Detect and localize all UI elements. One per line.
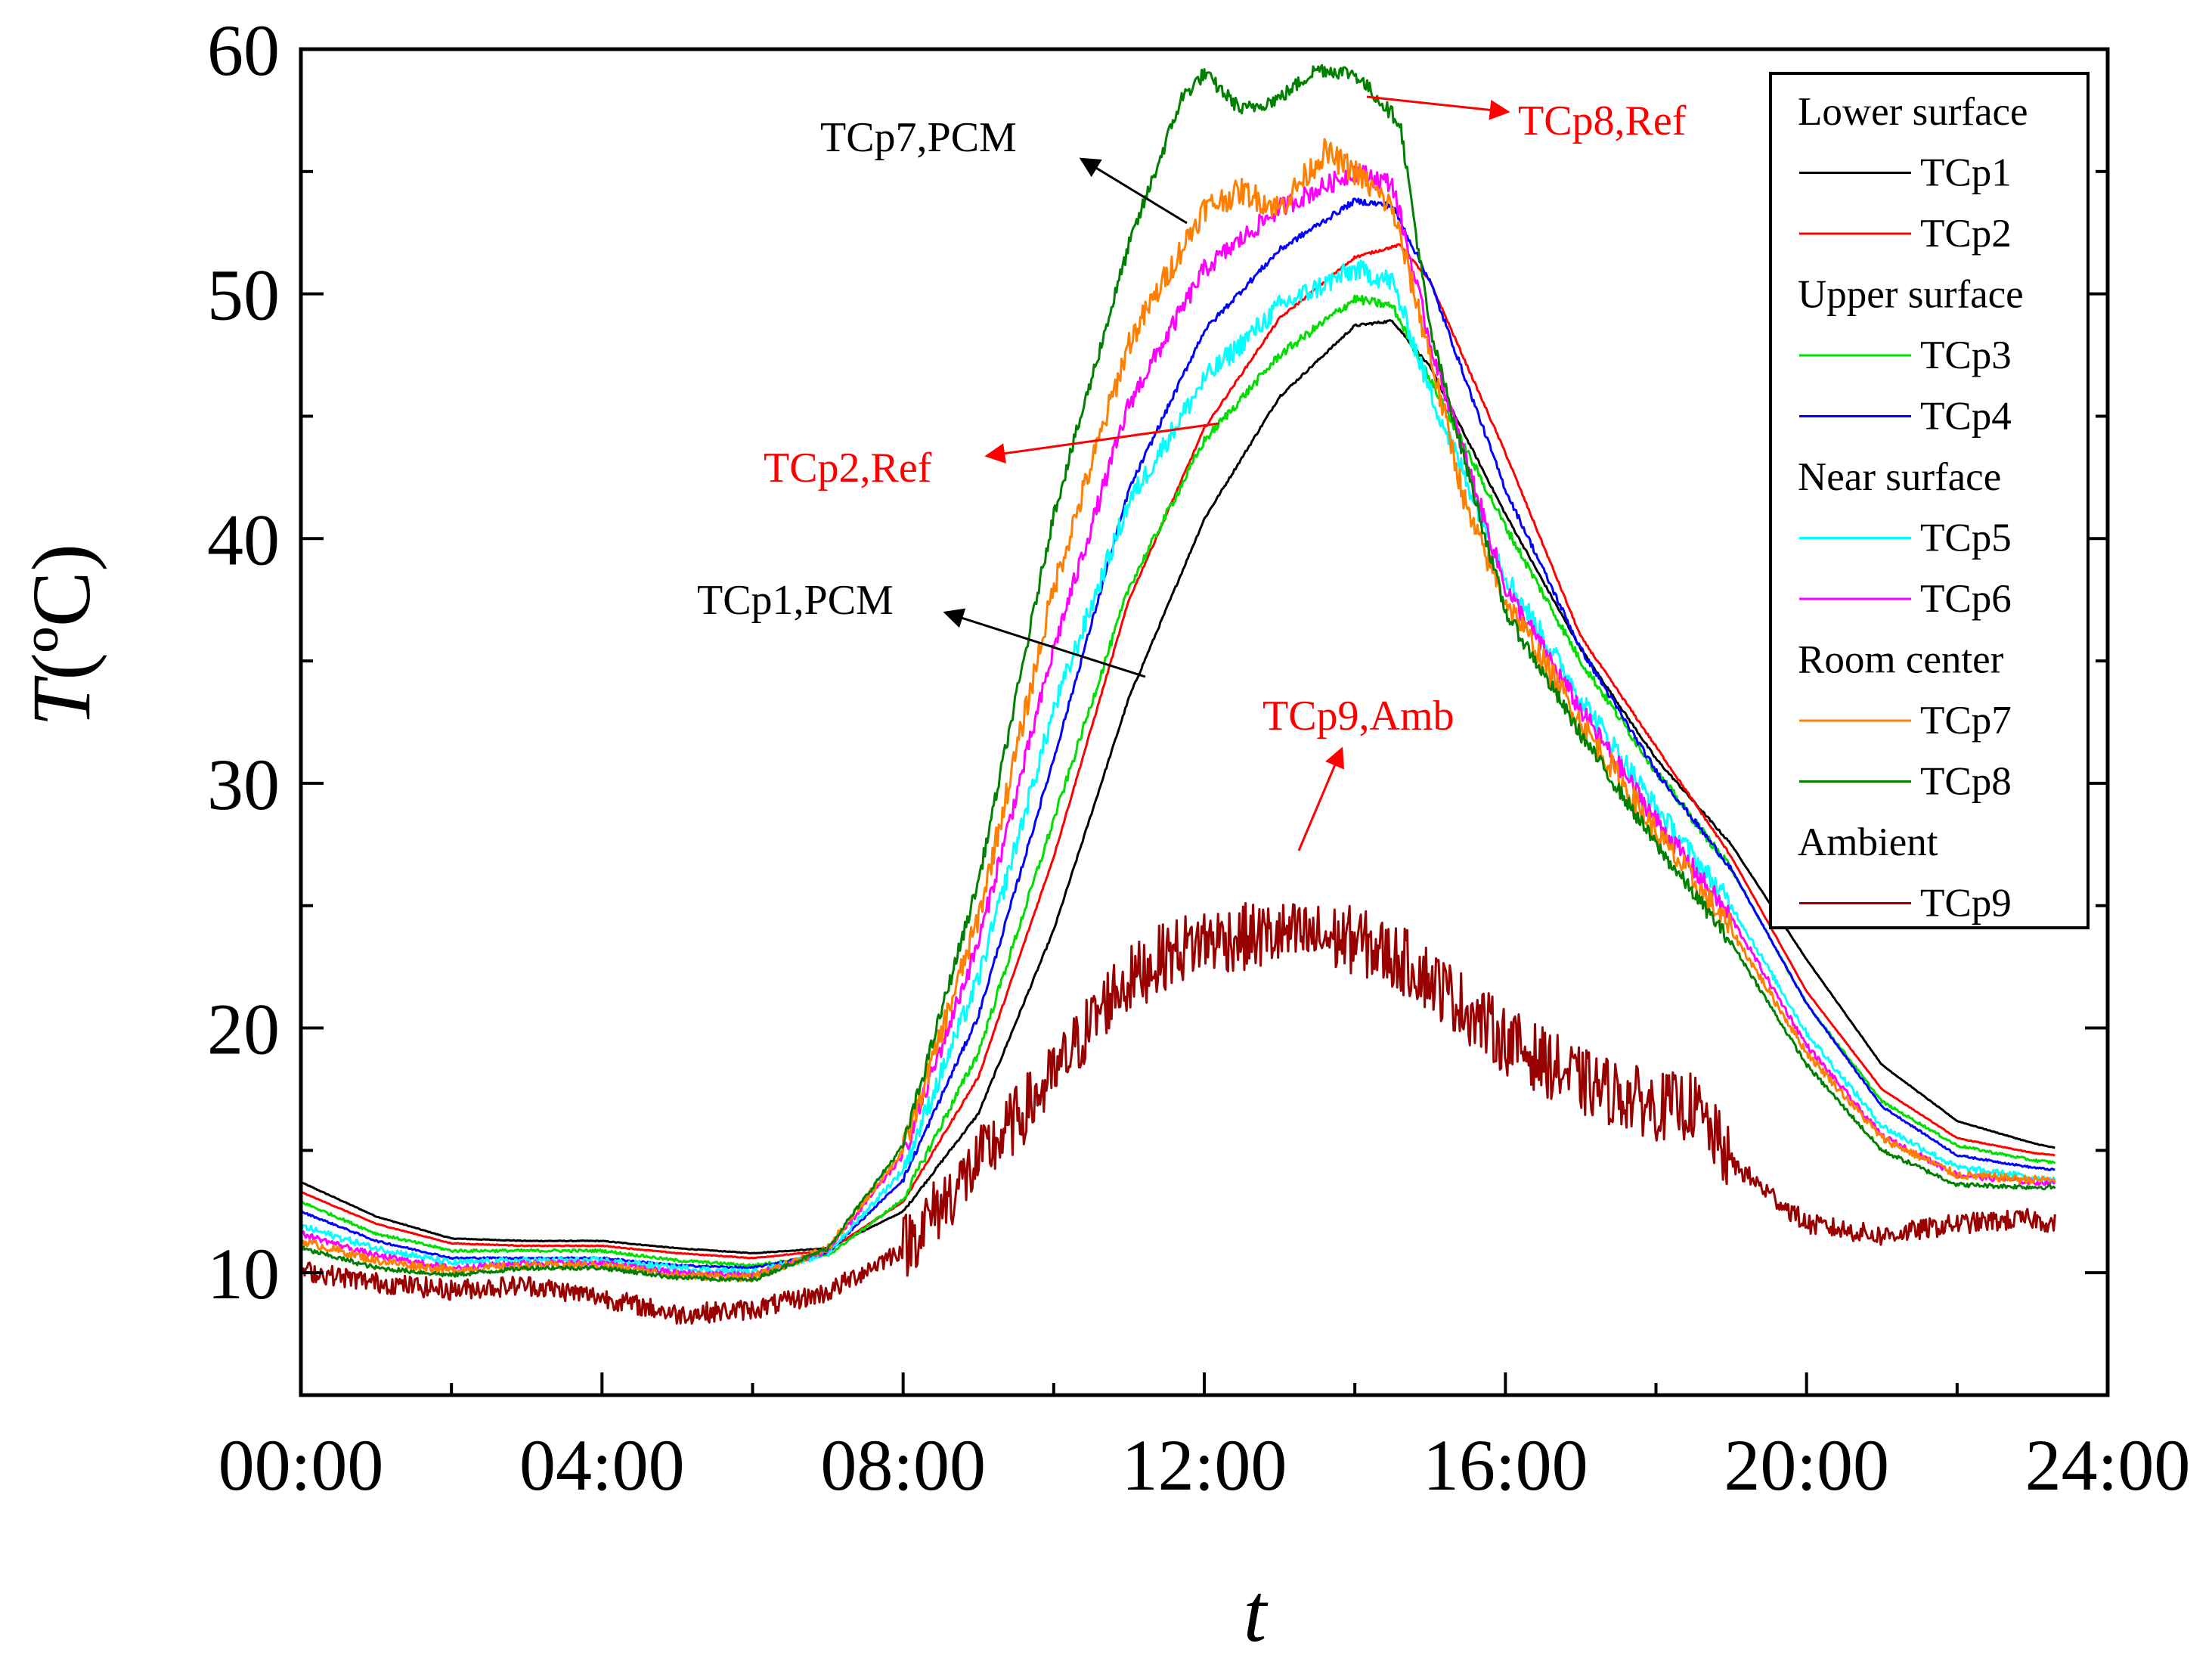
series-line-tcp5: [299, 259, 2056, 1277]
legend-item-label: TCp4: [1920, 395, 2012, 439]
y-axis-label-unit: (ºC): [15, 544, 107, 681]
annotation-tcp8-arrow: [1366, 95, 1510, 120]
annotations: TCp7,PCM TCp8,Ref TCp2,Ref TCp1,PCM TCp9…: [697, 95, 1687, 851]
y-tick-label: 50: [207, 255, 280, 336]
x-tick-label: 16:00: [1423, 1425, 1588, 1506]
axis-ticks: [299, 48, 2109, 1395]
annotation-tcp8: TCp8,Ref: [1518, 98, 1687, 144]
y-tick-label: 60: [207, 10, 280, 91]
legend-item-label: TCp3: [1920, 333, 2012, 377]
series-line-tcp2: [300, 243, 2056, 1260]
series-line-tcp1: [300, 318, 2056, 1254]
y-tick-label: 20: [207, 989, 280, 1070]
annotation-tcp9: TCp9,Amb: [1262, 693, 1455, 740]
series-line-tcp9: [299, 901, 2056, 1325]
legend-item-label: TCp2: [1920, 212, 2012, 256]
annotation-tcp7: TCp7,PCM: [820, 114, 1017, 161]
annotation-tcp2: TCp2,Ref: [764, 445, 932, 491]
annotation-tcp1-arrow: [943, 608, 1146, 678]
annotation-tcp7-arrow: [1079, 157, 1188, 225]
axis-tick-labels: 00:00 04:00 08:00 12:00 16:00 20:00 24:00 10 20 3…: [207, 10, 2190, 1506]
x-tick-label: 00:00: [218, 1425, 384, 1506]
y-tick-label: 40: [207, 499, 280, 580]
x-tick-label: 04:00: [519, 1425, 685, 1506]
legend-group-label: Near surface: [1798, 455, 2001, 499]
series-line-tcp7: [299, 138, 2056, 1282]
legend-group-label: Upper surface: [1798, 273, 2024, 317]
legend-item-label: TCp1: [1920, 151, 2012, 195]
legend-item-label: TCp6: [1920, 577, 2012, 621]
legend-box: [1769, 72, 2090, 929]
legend: Lower surface TCp1 TCp2 Upper surface TCp3 TC…: [1769, 72, 2090, 929]
x-axis-label: t: [1244, 1567, 1269, 1659]
legend-item-label: TCp9: [1920, 882, 2012, 926]
x-tick-label: 08:00: [820, 1425, 986, 1506]
x-tick-label: 24:00: [2025, 1425, 2191, 1506]
annotation-tcp1: TCp1,PCM: [697, 577, 894, 624]
legend-item-label: TCp8: [1920, 760, 2012, 804]
x-tick-label: 12:00: [1122, 1425, 1287, 1506]
legend-item-label: TCp7: [1920, 699, 2012, 743]
series-line-tcp8: [299, 64, 2056, 1282]
annotation-tcp2-arrow: [984, 422, 1219, 464]
legend-group-label: Lower surface: [1798, 90, 2028, 134]
legend-group-label: Room center: [1798, 638, 2004, 682]
y-axis-label-symbol: T: [15, 675, 107, 727]
y-tick-label: 10: [207, 1233, 280, 1314]
x-tick-label: 20:00: [1724, 1425, 1889, 1506]
legend-group-label: Ambient: [1798, 820, 1938, 864]
y-tick-label: 30: [207, 744, 280, 825]
series-layer: [299, 64, 2056, 1325]
y-axis-label: T(ºC): [15, 544, 107, 727]
legend-item-label: TCp5: [1920, 516, 2012, 560]
annotation-tcp9-arrow: [1297, 746, 1344, 851]
